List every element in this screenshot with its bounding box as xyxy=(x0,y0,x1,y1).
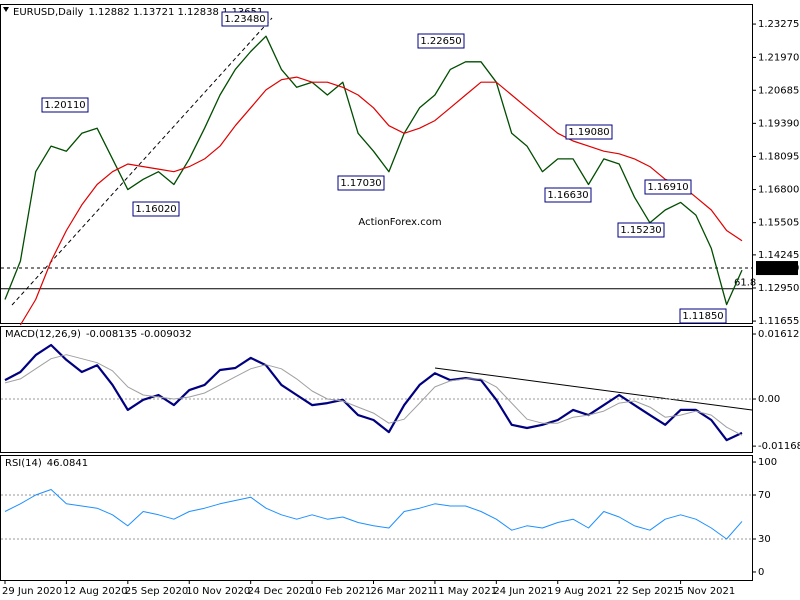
y-tick-label: 1.12950 xyxy=(758,283,799,294)
current-price-label: 1.13730 xyxy=(758,263,799,274)
y-tick-label: 1.14245 xyxy=(758,250,799,261)
title: RSI(14) xyxy=(5,458,42,469)
annotation: 1.17030 xyxy=(340,178,381,189)
y-tick-label: 0.00 xyxy=(758,394,780,405)
annotation-box xyxy=(41,97,89,113)
y-tick-label: 1.21970 xyxy=(758,52,799,63)
annotation-box xyxy=(617,222,665,238)
title: EURUSD,Daily xyxy=(13,7,84,18)
trend-line xyxy=(11,17,273,306)
annotation-box xyxy=(417,33,465,49)
subtitle: 46.0841 xyxy=(47,458,88,469)
annotation: 1.16910 xyxy=(647,182,688,193)
x-tick-label: 22 Sep 2021 xyxy=(616,586,679,597)
fib-label: 61.8 xyxy=(734,278,756,289)
macd-panel xyxy=(0,326,753,453)
series-line xyxy=(4,35,743,306)
y-tick-label: 1.19390 xyxy=(758,118,799,129)
y-tick-label: 0.016122 xyxy=(758,329,800,340)
y-tick-label: -0.011681 xyxy=(758,441,800,452)
series-line xyxy=(4,343,743,442)
x-tick-label: 5 Nov 2021 xyxy=(678,586,736,597)
y-tick-label: 0 xyxy=(758,567,764,578)
y-tick-label: 1.15505 xyxy=(758,218,799,229)
annotation-box xyxy=(544,187,592,203)
current-price-box xyxy=(756,261,798,276)
x-tick-label: 24 Jun 2021 xyxy=(493,586,553,597)
title: MACD(12,26,9) xyxy=(5,329,81,340)
watermark: ActionForex.com xyxy=(358,217,441,228)
annotation-box xyxy=(679,308,727,324)
annotation-box xyxy=(565,124,613,140)
x-tick-label: 25 Sep 2020 xyxy=(125,586,188,597)
x-tick-label: 29 Jun 2020 xyxy=(2,586,62,597)
y-tick-label: 70 xyxy=(758,490,771,501)
y-tick-label: 1.16800 xyxy=(758,185,799,196)
series-line xyxy=(19,76,743,326)
x-tick-label: 11 May 2021 xyxy=(432,586,497,597)
y-tick-label: 1.11655 xyxy=(758,316,799,327)
annotation-box xyxy=(337,175,385,191)
y-tick-label: 1.20685 xyxy=(758,85,799,96)
annotation-box xyxy=(644,179,692,195)
series-line xyxy=(4,354,743,436)
annotation: 1.15230 xyxy=(620,225,661,236)
macd-trend-line xyxy=(434,367,753,411)
panel-title: MACD(12,26,9) -0.008135 -0.009032 xyxy=(5,329,192,340)
series-line xyxy=(4,489,743,540)
menu-triangle xyxy=(3,7,9,12)
rsi-panel xyxy=(0,455,753,581)
annotation: 1.16630 xyxy=(547,190,588,201)
y-tick-label: 100 xyxy=(758,457,777,468)
annotation: 1.23480 xyxy=(224,14,265,25)
x-tick-label: 26 Mar 2021 xyxy=(371,586,434,597)
panel-title: RSI(14) 46.0841 xyxy=(5,458,88,469)
annotation: 1.16020 xyxy=(135,204,176,215)
annotation: 1.20110 xyxy=(44,100,85,111)
y-tick-label: 1.23275 xyxy=(758,19,799,30)
annotation: 1.11850 xyxy=(682,311,723,322)
annotation: 1.22650 xyxy=(420,36,461,47)
subtitle: -0.008135 -0.009032 xyxy=(86,329,192,340)
panel-title: EURUSD,Daily 1.12882 1.13721 1.12838 1.13… xyxy=(13,7,263,18)
y-tick-label: 30 xyxy=(758,534,771,545)
x-tick-label: 10 Nov 2020 xyxy=(186,586,250,597)
x-tick-label: 9 Aug 2021 xyxy=(555,586,613,597)
subtitle: 1.12882 1.13721 1.12838 1.13651 xyxy=(88,7,263,18)
annotation-box xyxy=(221,11,269,27)
annotation-box xyxy=(132,201,180,217)
y-tick-label: 1.18095 xyxy=(758,151,799,162)
x-tick-label: 24 Dec 2020 xyxy=(248,586,312,597)
annotation: 1.19080 xyxy=(568,127,609,138)
x-tick-label: 12 Aug 2020 xyxy=(63,586,127,597)
price-panel xyxy=(0,4,753,324)
x-tick-label: 10 Feb 2021 xyxy=(309,586,371,597)
